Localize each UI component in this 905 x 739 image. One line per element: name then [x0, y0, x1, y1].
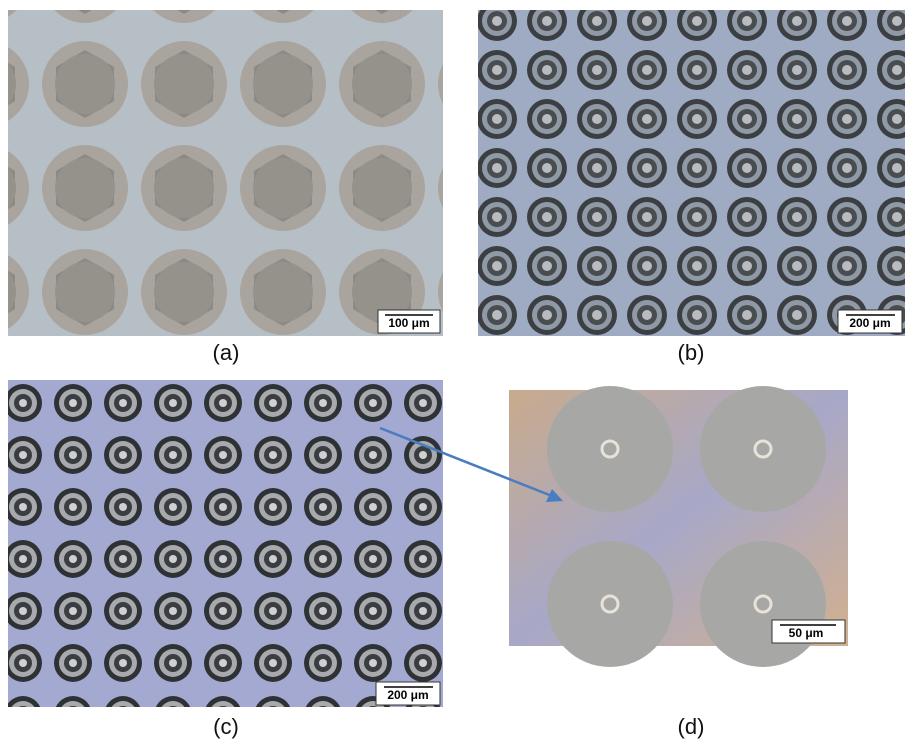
panel-label: (b): [678, 340, 705, 365]
micrograph-c-pattern: [8, 380, 443, 707]
panel-label: (d): [678, 714, 705, 739]
panel-label: (c): [213, 714, 239, 739]
scale-label: 200 μm: [849, 316, 890, 330]
scale-label: 200 μm: [387, 688, 428, 702]
micrograph-b-pattern: [478, 10, 905, 336]
scale-label: 50 μm: [789, 626, 824, 640]
scale-label: 100 μm: [388, 316, 429, 330]
panel-label: (a): [213, 340, 240, 365]
figure: 100 μm (a) 200 μm (b) 200 μm (c) 50 μm (…: [0, 0, 905, 739]
micrograph-a-pattern: [8, 10, 443, 336]
